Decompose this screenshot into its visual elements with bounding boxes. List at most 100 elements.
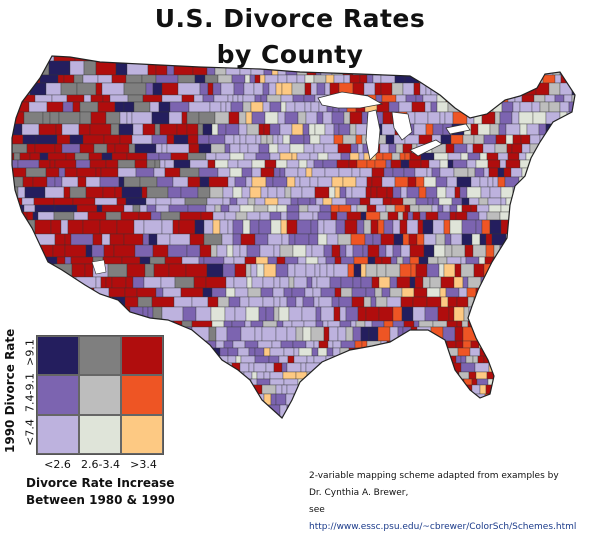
- county-cell: [499, 74, 510, 84]
- county-cell: [554, 384, 567, 395]
- county-cell: [244, 74, 251, 84]
- county-cell: [381, 256, 392, 265]
- county-cell: [332, 340, 342, 349]
- county-cell: [410, 326, 418, 342]
- county-cell: [366, 176, 373, 188]
- county-cell: [542, 263, 556, 278]
- legend-x-title-line2: Between 1980 & 1990: [26, 493, 175, 507]
- county-cell: [566, 204, 575, 213]
- county-cell: [365, 186, 372, 199]
- county-cell: [454, 326, 464, 342]
- county-cell: [541, 393, 556, 406]
- county-cell: [511, 320, 525, 328]
- county-cell: [75, 296, 89, 308]
- county-cell: [187, 416, 199, 418]
- county-cell: [415, 94, 424, 103]
- county-cell: [512, 371, 528, 380]
- county-cell: [359, 197, 371, 206]
- county-cell: [393, 378, 409, 386]
- county-cell: [475, 219, 483, 235]
- county-cell: [414, 276, 424, 289]
- county-cell: [304, 74, 315, 84]
- county-cell: [264, 111, 279, 125]
- county-cell: [281, 82, 293, 96]
- county-cell: [432, 123, 444, 136]
- county-cell: [519, 123, 528, 136]
- county-cell: [370, 186, 378, 199]
- county-cell: [34, 94, 53, 103]
- county-cell: [217, 167, 231, 178]
- color-schemes-link[interactable]: http://www.essc.psu.edu/~cbrewer/ColorSc…: [309, 522, 577, 532]
- county-cell: [365, 287, 376, 298]
- county-cell: [458, 287, 468, 298]
- county-cell: [534, 263, 544, 278]
- county-cell: [546, 176, 560, 188]
- county-cell: [26, 296, 43, 308]
- county-cell: [409, 256, 420, 265]
- county-cell: [21, 123, 40, 136]
- county-cell: [215, 326, 228, 342]
- county-cell: [261, 326, 277, 342]
- county-cell: [568, 60, 575, 76]
- county-cell: [44, 306, 53, 322]
- county-cell: [291, 152, 298, 161]
- county-cell: [25, 167, 47, 178]
- county-cell: [41, 296, 64, 308]
- county-cell: [269, 123, 281, 136]
- county-cell: [260, 167, 275, 178]
- county-cell: [88, 152, 103, 161]
- county-cell: [565, 276, 575, 289]
- county-cell: [61, 143, 81, 154]
- county-cell: [415, 197, 429, 206]
- county-cell: [165, 378, 176, 386]
- county-cell: [531, 101, 541, 113]
- county-cell: [398, 101, 413, 113]
- county-cell: [416, 326, 432, 342]
- county-cell: [393, 233, 404, 246]
- county-cell: [321, 384, 332, 395]
- county-cell: [437, 204, 444, 213]
- county-cell: [186, 111, 200, 125]
- county-cell: [228, 296, 241, 308]
- county-cell: [427, 256, 439, 265]
- county-cell: [534, 276, 542, 289]
- county-cell: [101, 233, 111, 246]
- county-cell: [242, 94, 256, 103]
- county-cell: [12, 152, 15, 161]
- county-cell: [430, 326, 444, 342]
- county-cell: [532, 404, 540, 418]
- county-cell: [283, 416, 292, 418]
- county-cell: [259, 211, 271, 221]
- county-cell: [315, 371, 325, 380]
- county-cell: [333, 134, 344, 145]
- county-cell: [465, 355, 474, 364]
- county-cell: [422, 219, 434, 235]
- county-cell: [114, 186, 123, 199]
- county-cell: [450, 233, 463, 246]
- county-cell: [13, 256, 23, 265]
- county-cell: [105, 159, 119, 169]
- county-cell: [371, 276, 380, 289]
- county-cell: [79, 111, 92, 125]
- county-cell: [369, 347, 385, 357]
- county-cell: [326, 233, 339, 246]
- county-cell: [456, 176, 472, 188]
- county-cell: [486, 211, 501, 221]
- county-cell: [555, 197, 570, 206]
- county-cell: [170, 197, 186, 206]
- county-cell: [193, 347, 209, 357]
- county-cell: [105, 211, 122, 221]
- county-cell: [473, 393, 486, 406]
- county-cell: [23, 204, 36, 213]
- county-cell: [421, 340, 434, 349]
- county-cell: [249, 219, 260, 235]
- county-cell: [222, 263, 236, 278]
- county-cell: [433, 152, 449, 161]
- county-cell: [205, 384, 221, 395]
- county-cell: [212, 211, 226, 221]
- county-cell: [454, 186, 461, 199]
- county-cell: [579, 372, 591, 379]
- county-cell: [501, 326, 516, 342]
- county-cell: [355, 176, 368, 188]
- county-cell: [349, 111, 363, 125]
